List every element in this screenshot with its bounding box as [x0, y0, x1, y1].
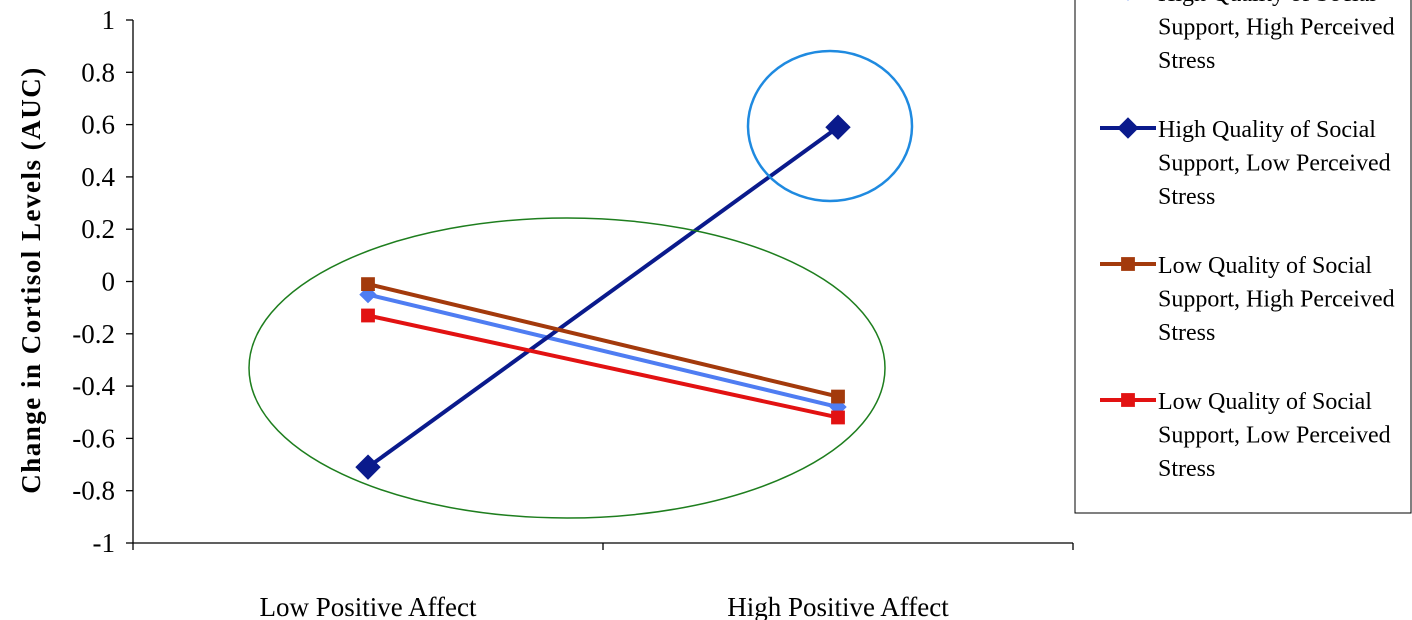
y-tick-label: -0.6 [72, 423, 115, 453]
x-tick-label: Low Positive Affect [260, 592, 477, 620]
y-ticks: 1 0.8 0.6 0.4 0.2 0 -0.2 -0.4 -0.6 -0.8 -1 [72, 5, 133, 558]
legend-marker [1121, 393, 1135, 407]
legend-label: Stress [1158, 184, 1215, 210]
legend-item-2: High Quality of Social Support, Low Perce… [1100, 117, 1391, 210]
x-ticks: Low Positive Affect High Positive Affect [132, 543, 1074, 620]
highlight-ellipse-green [248, 217, 886, 519]
y-axis-title: Change in Cortisol Levels (AUC) [16, 66, 46, 493]
y-tick-label: 0.8 [81, 57, 115, 87]
legend-label: Support, Low Perceived [1158, 423, 1391, 449]
series-2 [355, 114, 851, 480]
legend: High Quality of Social Support, High Perc… [1074, 0, 1412, 514]
legend-label: Low Quality of Social [1158, 253, 1372, 279]
legend-label: Stress [1158, 456, 1215, 482]
y-tick-label: 0.6 [81, 110, 115, 140]
series-line [367, 292, 839, 409]
legend-label: High Quality of Social [1158, 0, 1376, 7]
legend-items: High Quality of Social Support, High Perc… [1100, 0, 1395, 482]
annotations [248, 49, 914, 519]
legend-label: Stress [1158, 320, 1215, 346]
y-tick-label: -0.4 [72, 371, 115, 401]
legend-label: Support, High Perceived [1158, 15, 1395, 41]
y-tick-label: 0.2 [81, 214, 115, 244]
x-tick-label: High Positive Affect [727, 592, 949, 620]
series-4 [361, 308, 845, 425]
legend-marker [1121, 257, 1135, 271]
legend-item-3: Low Quality of Social Support, High Perce… [1100, 253, 1395, 346]
data-point [831, 389, 845, 404]
data-point [355, 454, 381, 480]
y-tick-label: 0 [102, 267, 116, 297]
data-point [825, 114, 851, 140]
data-point [361, 277, 375, 292]
y-tick-label: -1 [93, 528, 116, 558]
legend-label: High Quality of Social [1158, 117, 1376, 143]
y-tick-label: -0.8 [72, 476, 115, 506]
axes [132, 20, 1073, 544]
legend-marker [1117, 117, 1139, 139]
legend-label: Stress [1158, 48, 1215, 74]
y-tick-label: 1 [102, 5, 116, 35]
legend-box [1074, 0, 1412, 514]
data-point [361, 308, 375, 323]
series-group [355, 114, 851, 480]
series-1 [359, 285, 847, 416]
legend-label: Low Quality of Social [1158, 389, 1372, 415]
series-line [366, 125, 840, 469]
legend-label: Support, Low Perceived [1158, 151, 1391, 177]
legend-item-1: High Quality of Social Support, High Perc… [1127, 0, 1395, 74]
series-3 [361, 277, 845, 404]
y-tick-label: 0.4 [81, 162, 115, 192]
data-point [831, 410, 845, 425]
series-line [367, 282, 839, 399]
highlight-ellipse-blue [746, 49, 914, 203]
legend-item-4: Low Quality of Social Support, Low Percei… [1100, 389, 1391, 482]
y-tick-label: -0.2 [72, 319, 115, 349]
legend-label: Support, High Perceived [1158, 287, 1395, 313]
series-line [367, 313, 839, 420]
